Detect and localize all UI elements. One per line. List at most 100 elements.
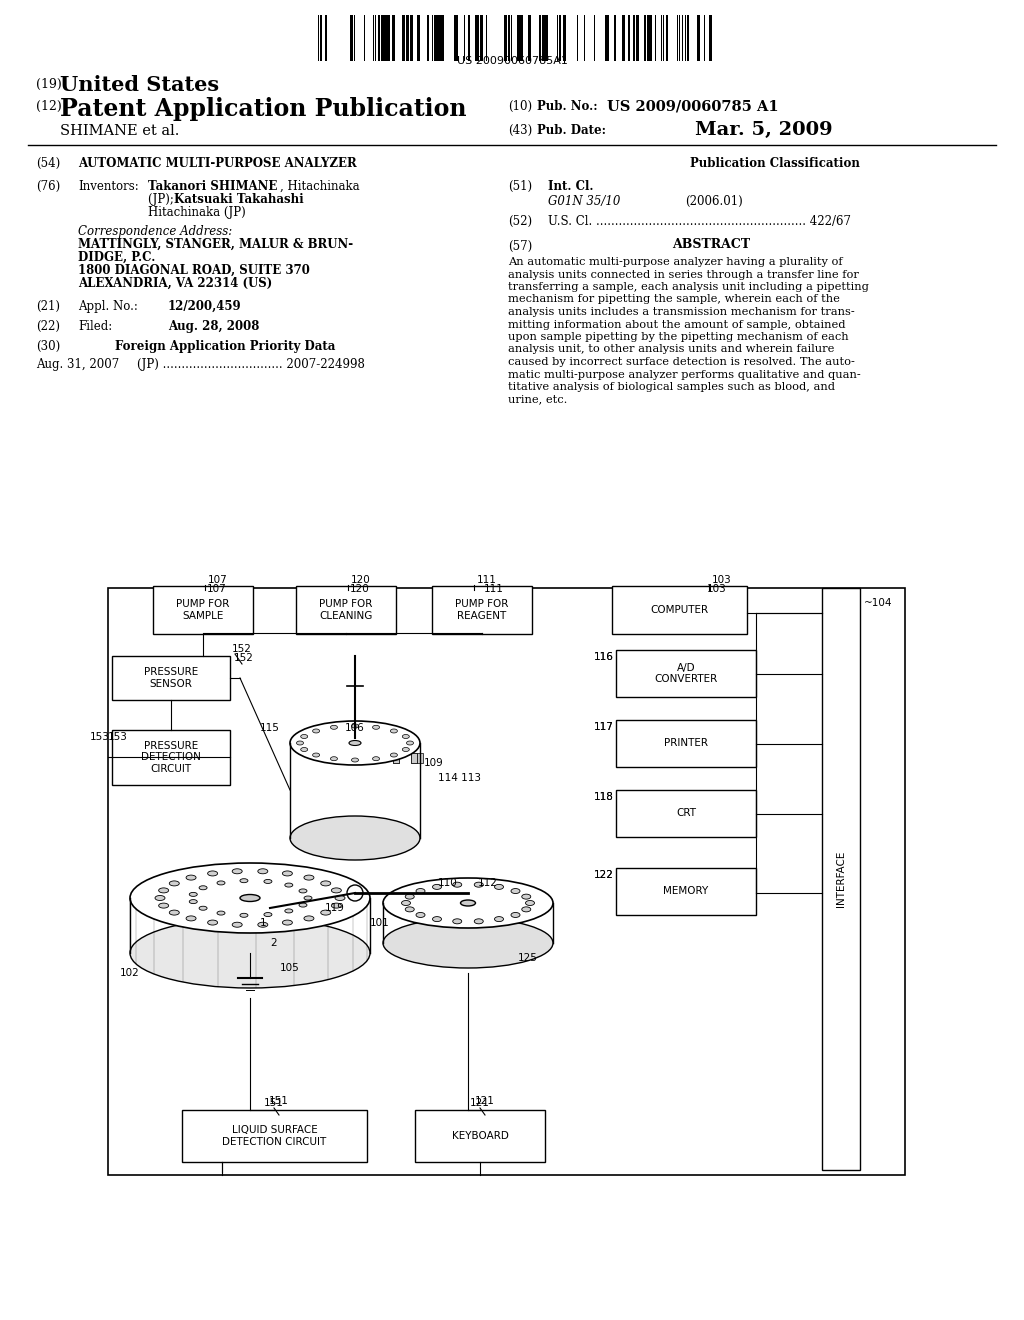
Text: KEYBOARD: KEYBOARD xyxy=(452,1131,509,1140)
Text: SHIMANE et al.: SHIMANE et al. xyxy=(60,124,179,139)
Bar xyxy=(649,15,652,61)
Ellipse shape xyxy=(217,880,225,884)
Circle shape xyxy=(347,884,362,902)
Text: (22): (22) xyxy=(36,319,60,333)
Ellipse shape xyxy=(130,917,370,987)
Bar xyxy=(432,586,532,634)
Text: 118: 118 xyxy=(594,792,614,803)
Text: Pub. Date:: Pub. Date: xyxy=(537,124,606,137)
Text: PUMP FOR
REAGENT: PUMP FOR REAGENT xyxy=(456,599,509,620)
Bar xyxy=(319,15,322,61)
Text: 151: 151 xyxy=(269,1096,289,1106)
Ellipse shape xyxy=(130,863,370,933)
Text: Hitachinaka (JP): Hitachinaka (JP) xyxy=(148,206,246,219)
Text: Publication Classification: Publication Classification xyxy=(690,157,860,170)
Ellipse shape xyxy=(189,900,198,904)
Text: 107: 107 xyxy=(208,576,227,585)
Text: DIDGE, P.C.: DIDGE, P.C. xyxy=(78,251,156,264)
Text: 103: 103 xyxy=(707,583,727,594)
Bar xyxy=(411,752,417,763)
Text: CRT: CRT xyxy=(676,808,696,818)
Text: 102: 102 xyxy=(120,968,139,978)
Bar xyxy=(367,752,373,763)
Bar xyxy=(528,15,531,61)
Text: (52): (52) xyxy=(508,215,532,228)
Ellipse shape xyxy=(461,900,475,906)
Bar xyxy=(392,752,398,763)
Bar xyxy=(402,15,406,61)
Ellipse shape xyxy=(304,875,314,880)
Bar xyxy=(415,1110,545,1162)
Ellipse shape xyxy=(186,916,196,921)
Ellipse shape xyxy=(474,919,483,924)
Text: 121: 121 xyxy=(470,1098,489,1107)
Text: 12/200,459: 12/200,459 xyxy=(168,300,242,313)
Bar xyxy=(439,15,442,61)
Text: mitting information about the amount of sample, obtained: mitting information about the amount of … xyxy=(508,319,846,330)
Text: MEMORY: MEMORY xyxy=(664,887,709,896)
Ellipse shape xyxy=(301,734,307,738)
Ellipse shape xyxy=(522,894,530,899)
Ellipse shape xyxy=(208,871,218,876)
Ellipse shape xyxy=(199,907,207,911)
Bar xyxy=(411,752,417,763)
Text: , Hitachinaka: , Hitachinaka xyxy=(280,180,359,193)
Ellipse shape xyxy=(258,923,268,927)
Bar xyxy=(505,15,507,61)
Text: United States: United States xyxy=(60,75,219,95)
Bar xyxy=(386,15,390,61)
Ellipse shape xyxy=(402,747,410,751)
Ellipse shape xyxy=(264,879,272,883)
Text: (JP) ................................ 2007-224998: (JP) ................................ 20… xyxy=(137,358,365,371)
Bar xyxy=(338,752,343,763)
Ellipse shape xyxy=(217,911,225,915)
Text: (76): (76) xyxy=(36,180,60,193)
Text: Katsuaki Takahashi: Katsuaki Takahashi xyxy=(174,193,304,206)
Ellipse shape xyxy=(453,882,462,887)
Ellipse shape xyxy=(402,734,410,738)
Ellipse shape xyxy=(232,923,243,927)
Text: Patent Application Publication: Patent Application Publication xyxy=(60,96,467,121)
Ellipse shape xyxy=(240,913,248,917)
Ellipse shape xyxy=(285,909,293,913)
Ellipse shape xyxy=(283,920,293,925)
Bar xyxy=(616,789,756,837)
Bar xyxy=(406,15,409,61)
Bar xyxy=(468,15,470,61)
Text: PRESSURE
SENSOR: PRESSURE SENSOR xyxy=(144,667,198,689)
Ellipse shape xyxy=(383,917,553,968)
Ellipse shape xyxy=(416,912,425,917)
Text: Aug. 28, 2008: Aug. 28, 2008 xyxy=(168,319,259,333)
Text: Int. Cl.: Int. Cl. xyxy=(548,180,594,193)
Bar xyxy=(338,752,343,763)
Text: Foreign Application Priority Data: Foreign Application Priority Data xyxy=(115,341,336,352)
Ellipse shape xyxy=(495,884,504,890)
Text: A/D
CONVERTER: A/D CONVERTER xyxy=(654,663,718,684)
Bar xyxy=(112,656,230,700)
Bar xyxy=(427,15,429,61)
Bar xyxy=(367,752,373,763)
Text: PUMP FOR
CLEANING: PUMP FOR CLEANING xyxy=(319,599,373,620)
Bar xyxy=(546,15,548,61)
Ellipse shape xyxy=(432,916,441,921)
Ellipse shape xyxy=(304,896,312,900)
Bar xyxy=(454,15,456,61)
Ellipse shape xyxy=(312,752,319,758)
Ellipse shape xyxy=(474,882,483,887)
Ellipse shape xyxy=(155,895,165,900)
Bar xyxy=(647,15,649,61)
Text: Filed:: Filed: xyxy=(78,319,113,333)
Text: INTERFACE: INTERFACE xyxy=(836,851,846,907)
Text: Pub. No.:: Pub. No.: xyxy=(537,100,598,114)
Text: 119: 119 xyxy=(325,903,345,913)
Bar xyxy=(456,15,458,61)
Text: 153: 153 xyxy=(90,733,110,742)
Bar xyxy=(709,15,712,61)
Bar xyxy=(559,15,561,61)
Text: 120: 120 xyxy=(350,583,370,594)
Text: 101: 101 xyxy=(370,917,390,928)
Text: (12): (12) xyxy=(36,100,61,114)
Text: (2006.01): (2006.01) xyxy=(685,195,742,209)
Text: (51): (51) xyxy=(508,180,532,193)
Bar xyxy=(392,752,398,763)
